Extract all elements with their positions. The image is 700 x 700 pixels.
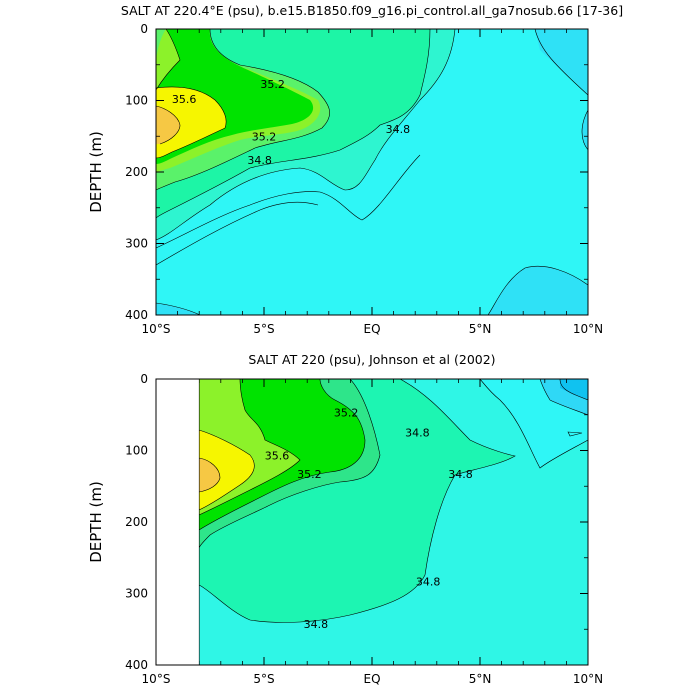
contour-label: 35.2: [334, 407, 359, 420]
contour-line: [567, 431, 583, 437]
contour-label: 35.6: [172, 93, 197, 106]
top-axis-ticks: 10°S 5°S EQ 5°N 10°N 0 100 200 300 400: [125, 22, 603, 336]
contour-line: [198, 379, 301, 516]
x-tick-label: 5°S: [253, 672, 274, 686]
fill-band-right-mid: [582, 110, 588, 150]
x-tick-label: 5°N: [469, 672, 492, 686]
no-data-region: [156, 379, 200, 665]
contour-line: [156, 105, 181, 145]
x-tick-label: 10°N: [573, 672, 603, 686]
top-y-axis-label: DEPTH (m): [87, 131, 105, 213]
x-tick-label: 10°N: [573, 322, 603, 336]
contour-label: 35.6: [265, 450, 290, 463]
top-contour-lines: [156, 29, 588, 315]
contour-line: [479, 379, 588, 469]
contour-line: [156, 29, 456, 241]
contour-line: [198, 379, 381, 549]
y-tick-label: 200: [125, 515, 148, 529]
contour-line: [198, 379, 366, 531]
bottom-contour-labels: 35.2 35.6 35.2 34.8 34.8 34.8 34.8: [265, 407, 473, 632]
y-tick-label: 300: [125, 237, 148, 251]
contour-line: [156, 29, 330, 191]
fill-band-bottom-right: [488, 266, 588, 315]
contour-line: [156, 201, 319, 266]
bottom-contour-fill: [198, 379, 588, 665]
bottom-panel: SALT AT 220 (psu), Johnson et al (2002): [87, 352, 603, 686]
contour-label: 34.8: [416, 575, 441, 588]
x-tick-label: EQ: [363, 672, 380, 686]
contour-label: 34.8: [247, 154, 272, 167]
contour-line: [156, 29, 431, 219]
fill-band-corner: [560, 379, 588, 400]
bottom-contour-lines: [198, 379, 588, 623]
contour-line: [198, 429, 255, 511]
contour-line: [534, 29, 588, 96]
contour-line: [198, 379, 516, 623]
bottom-y-axis-label: DEPTH (m): [87, 481, 105, 563]
contour-line: [156, 29, 181, 91]
contour-line: [559, 379, 588, 401]
x-tick-label: EQ: [363, 322, 380, 336]
y-tick-label: 0: [140, 372, 148, 386]
y-tick-label: 200: [125, 165, 148, 179]
y-tick-label: 400: [125, 308, 148, 322]
fill-band-right-low: [535, 29, 588, 95]
fill-band-35.6: [199, 430, 255, 510]
x-tick-label: 10°S: [142, 322, 171, 336]
contour-line: [581, 109, 588, 151]
x-tick-label: 10°S: [142, 672, 171, 686]
contour-line: [487, 265, 588, 315]
top-contour-fill: [156, 29, 588, 315]
y-tick-label: 0: [140, 22, 148, 36]
contour-line: [198, 457, 221, 493]
contour-line: [539, 379, 588, 416]
contour-label: 35.2: [260, 78, 285, 91]
contour-label: 34.8: [386, 123, 411, 136]
top-panel: SALT AT 220.4°E (psu), b.e15.B1850.f09_g…: [87, 3, 623, 336]
contour-line: [156, 302, 201, 315]
contour-label: 34.8: [304, 618, 329, 631]
top-contour-labels: 35.6 35.2 35.2 34.8 34.8: [172, 78, 410, 167]
contour-label: 35.2: [297, 468, 322, 481]
contour-line: [156, 86, 227, 159]
fill-band-bottom-left: [156, 303, 200, 315]
bottom-panel-title: SALT AT 220 (psu), Johnson et al (2002): [248, 352, 495, 367]
contour-label: 34.8: [405, 427, 430, 440]
y-tick-label: 100: [125, 94, 148, 108]
y-tick-label: 400: [125, 658, 148, 672]
contour-label: 35.2: [252, 130, 277, 143]
y-tick-label: 300: [125, 587, 148, 601]
x-tick-label: 5°S: [253, 322, 274, 336]
contour-line: [156, 154, 421, 249]
top-panel-title: SALT AT 220.4°E (psu), b.e15.B1850.f09_g…: [121, 3, 623, 18]
y-tick-label: 100: [125, 444, 148, 458]
x-tick-label: 5°N: [469, 322, 492, 336]
fill-band-35.8: [156, 86, 227, 158]
contour-label: 34.8: [448, 468, 473, 481]
bottom-axis-ticks: 10°S 5°S EQ 5°N 10°N 0 100 200 300 400: [125, 372, 603, 686]
